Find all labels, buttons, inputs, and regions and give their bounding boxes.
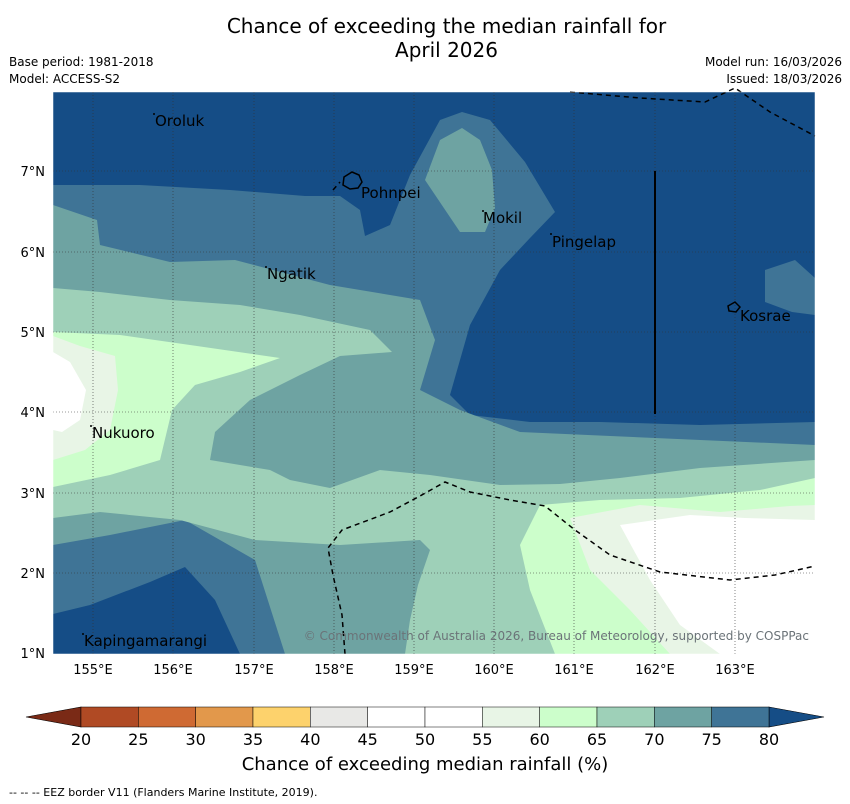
- map-frame: [52, 91, 816, 655]
- lat-tick: 2°N: [21, 567, 46, 582]
- eez-border: [327, 87, 816, 655]
- title-line-1: Chance of exceeding the median rainfall …: [226, 14, 667, 38]
- lon-tick: 162°E: [635, 663, 675, 678]
- colorbar: 20 25 30 35 40 45 50 55 60 65 70 75 80: [25, 706, 825, 749]
- label-kapingamarangi: Kapingamarangi: [84, 632, 207, 650]
- colorbar-segment: [367, 706, 426, 728]
- colorbar-tick-label: 35: [243, 730, 263, 749]
- band-75-ne: [765, 260, 815, 315]
- band-55: [53, 336, 815, 654]
- colorbar-tick-label: 80: [759, 730, 779, 749]
- colorbar-tick-label: 60: [529, 730, 549, 749]
- graticule: [53, 92, 815, 654]
- lat-tick: 3°N: [21, 487, 46, 502]
- lat-axis: 7°N 6°N 5°N 4°N 3°N 2°N 1°N: [21, 165, 46, 662]
- lat-tick: 5°N: [21, 326, 46, 341]
- colorbar-segment: [138, 706, 196, 728]
- colorbar-low-arrow: [25, 706, 82, 728]
- colorbar-tick-label: 40: [300, 730, 320, 749]
- lon-tick: 156°E: [153, 663, 193, 678]
- colorbar-segment: [195, 706, 254, 728]
- colorbar-segment: [80, 706, 139, 728]
- colorbar-segment: [654, 706, 712, 728]
- meta-right: Model run: 16/03/2026 Issued: 18/03/2026: [705, 54, 842, 88]
- lon-tick: 157°E: [234, 663, 274, 678]
- colorbar-segment: [596, 706, 655, 728]
- lon-axis: 155°E 156°E 157°E 158°E 159°E 160°E 161°…: [73, 663, 755, 678]
- colorbar-segment: [539, 706, 598, 728]
- label-pohnpei: Pohnpei: [361, 184, 421, 202]
- lon-tick: 161°E: [554, 663, 594, 678]
- pohnpei-island: [342, 171, 363, 190]
- colorbar-high-arrow: [768, 706, 825, 728]
- label-nukuoro: Nukuoro: [92, 424, 155, 442]
- band-50: [53, 352, 815, 654]
- issued-date: Issued: 18/03/2026: [726, 72, 842, 86]
- colorbar-segment: [310, 706, 368, 728]
- eez-legend-note: -- -- -- EEZ border V11 (Flanders Marine…: [9, 786, 318, 799]
- copyright-text: © Commonwealth of Australia 2026, Bureau…: [304, 629, 809, 643]
- colorbar-segment: [252, 706, 311, 728]
- chart-title: Chance of exceeding the median rainfall …: [0, 14, 850, 62]
- colorbar-segment: [482, 706, 540, 728]
- lat-tick: 7°N: [21, 165, 46, 180]
- lon-tick: 155°E: [73, 663, 113, 678]
- model-run: Model run: 16/03/2026: [704, 55, 842, 69]
- meta-left: Base period: 1981-2018 Model: ACCESS-S2: [9, 54, 154, 88]
- colorbar-tick-label: 20: [71, 730, 91, 749]
- place-labels: Oroluk Pohnpei Mokil Pingelap Ngatik Kos…: [84, 112, 791, 650]
- label-mokil: Mokil: [483, 209, 522, 227]
- label-pingelap: Pingelap: [552, 233, 616, 251]
- map-area: [53, 92, 815, 654]
- label-oroluk: Oroluk: [155, 112, 204, 130]
- colorbar-tick-label: 75: [701, 730, 721, 749]
- label-kosrae: Kosrae: [740, 307, 791, 325]
- colorbar-segment: [424, 706, 483, 728]
- lon-tick: 159°E: [394, 663, 434, 678]
- island-markers: [82, 113, 552, 635]
- title-line-2: April 2026: [395, 38, 498, 62]
- kosrae-island: [727, 301, 742, 313]
- lat-tick: 4°N: [21, 406, 46, 421]
- lon-tick: 160°E: [474, 663, 514, 678]
- colorbar-tick-label: 25: [128, 730, 148, 749]
- colorbar-tick-label: 65: [587, 730, 607, 749]
- colorbar-tick-label: 55: [472, 730, 492, 749]
- colorbar-segment: [711, 706, 770, 728]
- colorbar-tick-label: 30: [185, 730, 205, 749]
- colorbar-tick-label: 70: [644, 730, 664, 749]
- label-ngatik: Ngatik: [267, 265, 316, 283]
- lat-tick: 6°N: [21, 246, 46, 261]
- band-70-mokil: [425, 128, 495, 232]
- colorbar-tick-label: 45: [357, 730, 377, 749]
- base-period: Base period: 1981-2018: [9, 55, 154, 69]
- model-name: Model: ACCESS-S2: [9, 72, 121, 86]
- colorbar-label: Chance of exceeding median rainfall (%): [241, 754, 609, 775]
- islands: [342, 171, 742, 313]
- colorbar-tick-label: 50: [415, 730, 435, 749]
- lon-tick: 163°E: [715, 663, 755, 678]
- lon-tick: 158°E: [314, 663, 354, 678]
- lat-tick: 1°N: [21, 647, 46, 662]
